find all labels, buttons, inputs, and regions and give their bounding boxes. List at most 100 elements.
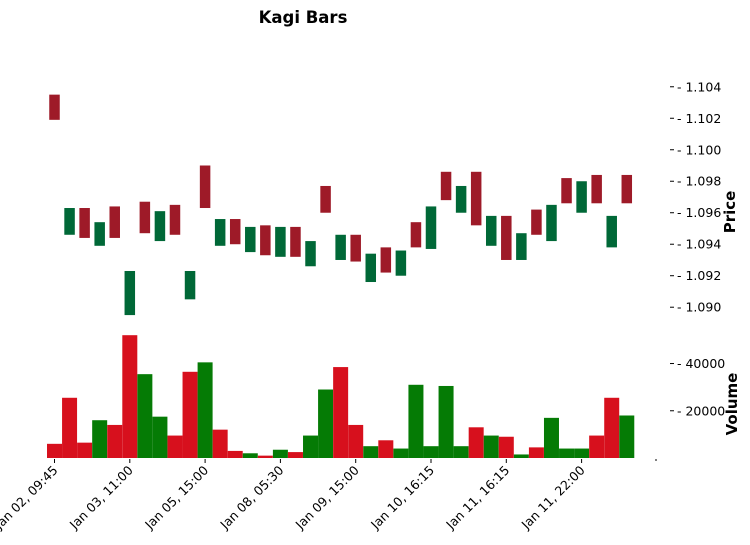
price-bar: [576, 181, 587, 213]
price-bar: [154, 211, 166, 242]
price-tick-label: - 1.096: [677, 205, 721, 220]
volume-bar: [167, 435, 183, 458]
chart-title: Kagi Bars: [259, 8, 348, 27]
volume-bar: [348, 424, 364, 458]
volume-bar: [363, 446, 379, 458]
price-bar: [516, 233, 527, 260]
price-bar: [320, 185, 331, 213]
volume-bar: [152, 416, 168, 458]
price-tick-label: - 1.104: [677, 79, 721, 94]
volume-bar: [122, 335, 138, 458]
price-bar: [109, 206, 120, 238]
x-tick-label: Jan 05, 15:00: [141, 462, 211, 532]
volume-bar: [619, 415, 635, 458]
price-bar: [245, 226, 256, 253]
price-bar: [139, 201, 151, 234]
volume-bar: [559, 448, 575, 458]
volume-bar: [212, 429, 228, 458]
price-bar: [199, 165, 211, 209]
volume-bar: [77, 442, 93, 458]
price-tick-label: - 1.090: [677, 300, 721, 315]
price-bar: [591, 174, 602, 204]
price-bar: [470, 171, 482, 226]
price-axis: - 1.090 - 1.092 - 1.094 - 1.096 - 1.098 - 1.1…: [670, 79, 721, 315]
volume-bar: [589, 435, 605, 458]
x-tick-label: Jan 11, 16:15: [442, 463, 512, 533]
volume-axis: - 20000 - 40000: [655, 356, 725, 461]
price-bar: [290, 226, 301, 257]
price-bar: [410, 222, 422, 248]
volume-bar: [227, 450, 243, 458]
price-bar: [425, 206, 437, 249]
price-tick-label: - 1.098: [677, 174, 721, 189]
volume-bar: [182, 371, 198, 458]
volume-bar: [543, 417, 559, 458]
volume-bar: [257, 455, 273, 458]
price-bars: [49, 94, 633, 316]
volume-bar: [92, 420, 108, 458]
price-bar: [94, 222, 105, 246]
price-bar: [395, 250, 407, 276]
price-bar: [350, 234, 361, 262]
volume-axis-label: Volume: [723, 373, 741, 436]
price-bar: [169, 204, 181, 235]
price-bar: [214, 219, 226, 246]
price-bar: [365, 253, 377, 283]
price-bar: [275, 226, 286, 257]
price-bar: [305, 241, 316, 267]
price-tick-label: - 1.102: [677, 111, 721, 126]
volume-bar: [333, 367, 349, 458]
volume-bars: [47, 335, 635, 458]
price-bar: [49, 94, 60, 120]
volume-bar: [498, 436, 514, 458]
volume-bar: [107, 424, 123, 458]
volume-bar: [393, 448, 409, 458]
volume-bar: [272, 449, 288, 458]
volume-bar: [574, 448, 590, 458]
volume-bar: [287, 452, 303, 458]
price-bar: [485, 215, 497, 246]
price-bar: [79, 208, 90, 238]
price-bar: [606, 215, 617, 248]
volume-bar: [137, 374, 153, 458]
volume-bar: [318, 389, 334, 458]
price-bar: [501, 215, 512, 260]
price-bar: [440, 171, 452, 201]
price-bar: [561, 178, 572, 204]
volume-bar: [604, 397, 620, 458]
x-tick-label: Jan 11, 22:00: [518, 462, 588, 532]
volume-bar: [453, 446, 469, 458]
price-bar: [621, 174, 633, 204]
volume-tick-label: - 20000: [677, 403, 725, 418]
x-tick-label: Jan 03, 11:00: [66, 462, 136, 532]
volume-bar: [438, 385, 454, 458]
volume-bar: [197, 362, 213, 458]
x-tick-label: Jan 02, 09:45: [0, 463, 61, 533]
x-tick-label: Jan 10, 16:15: [367, 463, 437, 533]
price-tick-label: - 1.094: [677, 237, 721, 252]
volume-bar: [468, 427, 484, 458]
volume-bar: [408, 384, 424, 458]
x-axis: Jan 02, 09:45 Jan 03, 11:00 Jan 05, 15:00 J…: [0, 459, 588, 533]
price-tick-label: - 1.100: [677, 142, 721, 157]
price-axis-label: Price: [721, 191, 739, 234]
price-bar: [531, 209, 542, 235]
volume-tick-label: - 40000: [677, 356, 725, 371]
price-bar: [546, 204, 557, 242]
volume-bar: [423, 446, 439, 458]
price-bar: [64, 208, 75, 235]
volume-bar: [303, 435, 319, 458]
price-bar: [184, 270, 196, 300]
price-bar: [380, 247, 392, 273]
price-bar: [124, 270, 136, 316]
x-tick-label: Jan 08, 05:30: [216, 462, 286, 532]
price-bar: [229, 219, 241, 245]
price-bar: [260, 225, 271, 256]
price-bar: [335, 234, 346, 260]
volume-bar: [528, 447, 544, 458]
volume-bar: [62, 397, 78, 458]
price-tick-label: - 1.092: [677, 268, 721, 283]
x-tick-label: Jan 09, 15:00: [292, 462, 362, 532]
volume-bar: [483, 435, 499, 458]
